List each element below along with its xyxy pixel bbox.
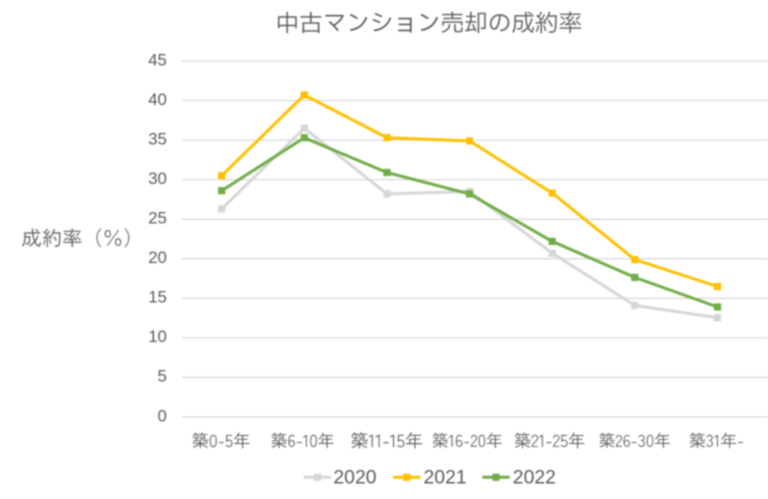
svg-text:5: 5 — [158, 367, 167, 386]
svg-text:2022: 2022 — [513, 466, 556, 488]
svg-text:45: 45 — [148, 50, 167, 69]
svg-text:40: 40 — [148, 90, 167, 109]
svg-text:2021: 2021 — [424, 466, 467, 488]
svg-text:20: 20 — [148, 248, 167, 267]
svg-text:35: 35 — [148, 129, 167, 148]
svg-text:30: 30 — [148, 169, 167, 188]
svg-text:10: 10 — [148, 327, 167, 346]
svg-text:2020: 2020 — [333, 466, 376, 488]
svg-text:15: 15 — [148, 288, 167, 307]
svg-text:25: 25 — [148, 209, 167, 228]
svg-text:0: 0 — [158, 406, 167, 425]
